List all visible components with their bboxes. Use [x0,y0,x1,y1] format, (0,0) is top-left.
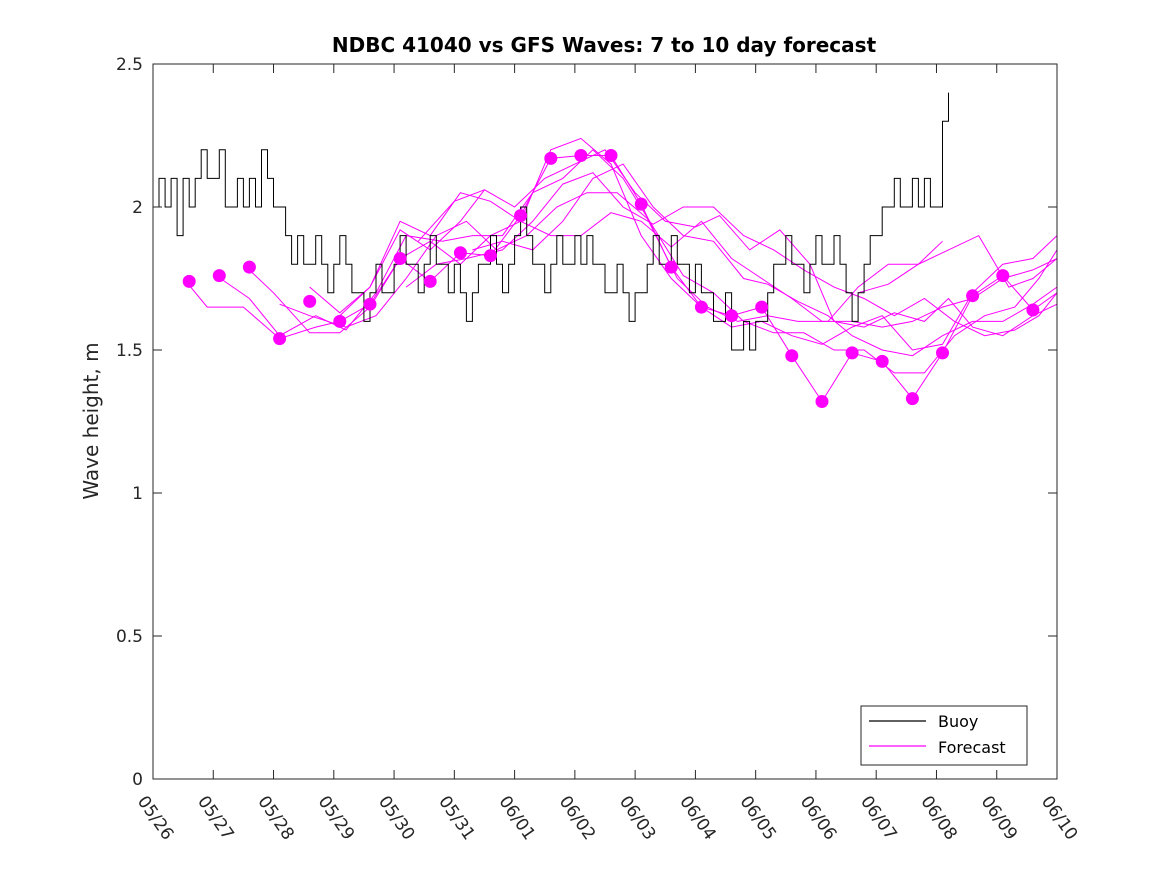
y-tick-label: 0.5 [116,627,143,647]
forecast-marker [333,314,347,328]
forecast-line [417,189,485,242]
forecast-marker [544,151,558,165]
forecast-marker [182,274,196,288]
forecast-marker [905,392,919,406]
y-tick-label: 0 [132,770,143,790]
forecast-marker [875,354,889,368]
forecast-marker [634,197,648,211]
forecast-marker [725,309,739,323]
forecast-marker [212,269,226,283]
forecast-line [405,172,1058,337]
y-tick-label: 1 [132,484,143,504]
forecast-marker [845,346,859,360]
buoy-line-group [153,92,949,351]
forecast-marker [694,300,708,314]
forecast-marker [393,252,407,265]
legend-label-buoy: Buoy [938,712,978,731]
forecast-line [339,149,1058,337]
forecast-marker [453,246,467,260]
forecast-marker [785,349,799,363]
legend: Buoy Forecast [860,705,1028,766]
forecast-line [857,240,943,294]
legend-label-forecast: Forecast [938,738,1006,757]
forecast-marker [996,269,1010,283]
forecast-marker [363,297,377,311]
y-tick-label: 2.5 [116,55,143,75]
y-tick-label: 2 [132,198,143,218]
forecast-marker [966,289,980,303]
forecast-marker [514,209,528,223]
y-tick-label: 1.5 [116,341,143,361]
axes-box [152,63,1058,780]
forecast-marker [242,260,256,274]
forecast-markers [182,149,1040,408]
plot-area [153,64,1057,779]
y-axis-label: Wave height, m [79,342,103,499]
legend-box [860,705,1028,766]
forecast-marker [755,300,769,314]
forecast-marker [604,149,618,162]
forecast-marker [664,260,678,274]
forecast-marker [815,395,829,408]
y-axis: 0 0.5 1 1.5 2 2.5 [116,55,1057,790]
forecast-line [246,137,1058,351]
forecast-marker [1026,303,1040,317]
forecast-marker [303,294,317,308]
forecast-line [472,163,1058,357]
forecast-marker [423,274,437,288]
chart-title: NDBC 41040 vs GFS Waves: 7 to 10 day for… [332,33,877,57]
forecast-marker [273,332,287,346]
forecast-marker [574,149,588,162]
buoy-line [153,92,949,351]
forecast-marker [484,249,497,263]
forecast-marker [936,346,949,360]
